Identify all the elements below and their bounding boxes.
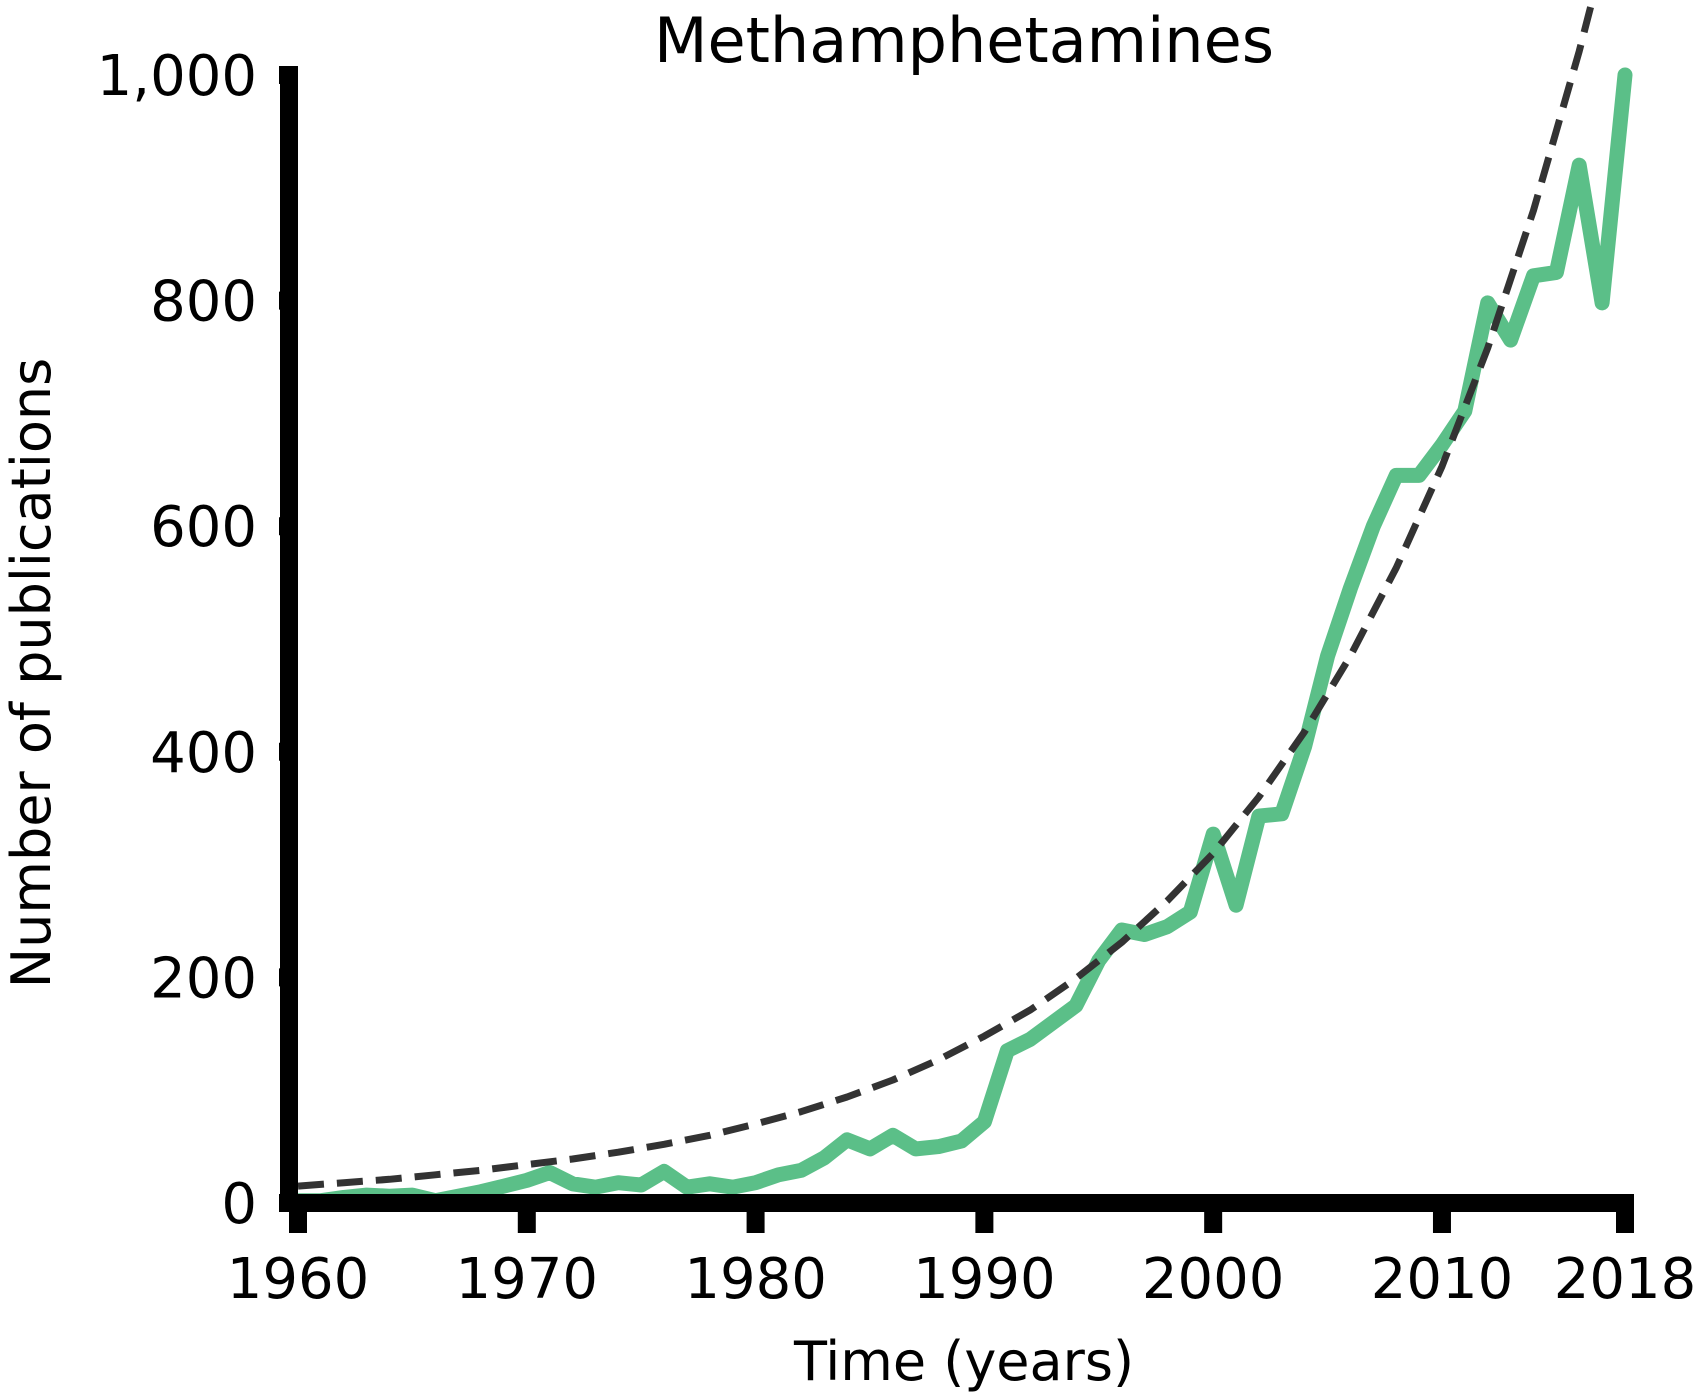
x-axis-label: Time (years) — [793, 1330, 1134, 1393]
series-layer — [290, 0, 1633, 1209]
x-tick-label: 2000 — [1142, 1247, 1285, 1312]
y-tick-label: 800 — [150, 270, 257, 335]
y-axis-label: Number of publications — [0, 358, 63, 988]
x-tick-label: 2010 — [1371, 1247, 1514, 1312]
y-tick-label: 600 — [150, 495, 257, 560]
y-tick-label: 0 — [221, 1172, 257, 1237]
x-tick-label: 1980 — [684, 1247, 827, 1312]
x-ticks: 1960 1970 1980 1990 2000 2010 2018 — [227, 1212, 1697, 1312]
publications-line — [290, 67, 1633, 1209]
x-tick-label: 1990 — [913, 1247, 1056, 1312]
x-tick-label: 1960 — [227, 1247, 370, 1312]
x-tick-label: 2018 — [1554, 1247, 1697, 1312]
y-tick-label: 400 — [150, 721, 257, 786]
x-tick-label: 1970 — [456, 1247, 599, 1312]
y-tick-label: 200 — [150, 946, 257, 1011]
trend-line — [297, 0, 1596, 1190]
y-tick-label: 1,000 — [97, 44, 257, 109]
chart-title: Methamphetamines — [654, 4, 1274, 77]
y-ticks: 0 200 400 600 800 1,000 — [97, 44, 298, 1237]
